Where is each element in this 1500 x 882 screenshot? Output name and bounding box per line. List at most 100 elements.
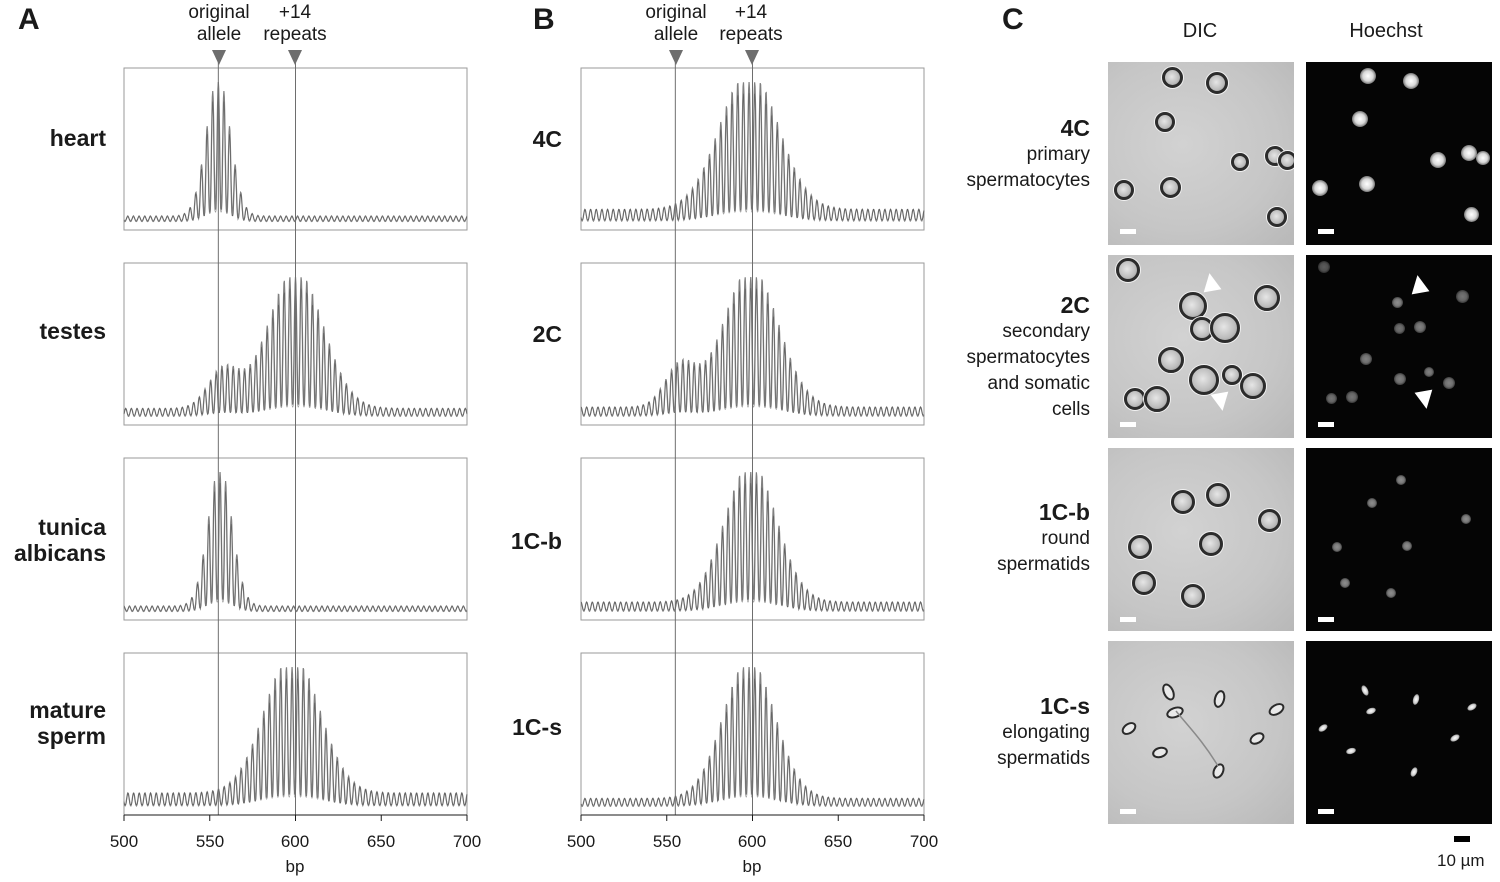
nucleus	[1386, 588, 1396, 598]
cell	[1258, 509, 1281, 532]
nucleus	[1352, 111, 1368, 127]
cell	[1206, 72, 1228, 94]
nucleus	[1396, 475, 1406, 485]
cell	[1155, 112, 1175, 132]
tick-label-b-2: 600	[737, 832, 767, 851]
spermatid-nucleus	[1359, 684, 1371, 697]
cell	[1189, 365, 1219, 395]
scale-bar	[1120, 809, 1136, 814]
nucleus	[1424, 367, 1434, 377]
nucleus	[1359, 176, 1375, 192]
arrowhead-marker	[1408, 273, 1430, 295]
nucleus	[1340, 578, 1350, 588]
panel-a-traces	[123, 62, 468, 821]
original-allele-label-b: original allele	[645, 2, 707, 45]
nucleus	[1332, 542, 1342, 552]
nucleus	[1346, 391, 1358, 403]
row-label-1c-b: 1C-b	[510, 528, 562, 554]
stage-desc-4c: primary spermatocytes	[966, 144, 1090, 191]
arrowhead-marker	[1200, 271, 1222, 293]
cell	[1199, 532, 1223, 556]
row-label-mature-sperm: mature sperm	[29, 697, 106, 749]
tick-label-b-3: 650	[823, 832, 853, 851]
spermatid-nucleus	[1345, 746, 1357, 756]
scale-bar-label: 10 µm	[1437, 851, 1485, 870]
nucleus	[1456, 290, 1469, 303]
nucleus	[1326, 393, 1337, 404]
stage-name-2c: 2C	[1060, 292, 1090, 318]
cell	[1240, 373, 1266, 399]
hoechst-image-1c-s	[1306, 641, 1492, 824]
panel-a-letter: A	[18, 3, 40, 36]
original-allele-label-a: original allele	[188, 2, 250, 45]
row-label-testes: testes	[39, 318, 106, 344]
tick-label-a-4: 700	[452, 832, 482, 851]
spermatid-nucleus	[1449, 732, 1461, 744]
tick-label-b-0: 500	[566, 832, 596, 851]
panel-c-letter: C	[1002, 3, 1024, 36]
dic-image-1c-s	[1108, 641, 1294, 824]
scale-bar	[1318, 617, 1334, 622]
scale-bar	[1318, 809, 1334, 814]
cell	[1171, 490, 1195, 514]
tick-label-b-1: 550	[652, 832, 682, 851]
row-label-4c: 4C	[532, 126, 562, 152]
row-label-heart: heart	[49, 125, 106, 151]
nucleus	[1461, 145, 1477, 161]
nucleus	[1360, 353, 1372, 365]
cell	[1206, 483, 1230, 507]
column-head-dic: DIC	[1182, 20, 1218, 42]
nucleus	[1360, 68, 1376, 84]
cell	[1231, 153, 1249, 171]
cell	[1132, 571, 1156, 595]
cell	[1116, 258, 1140, 282]
cell	[1210, 313, 1240, 343]
hoechst-image-1c-b	[1306, 448, 1492, 631]
tick-label-a-2: 600	[280, 832, 310, 851]
stage-label-1c-b: 1C-b round spermatids	[910, 498, 1090, 578]
cell	[1114, 180, 1134, 200]
cell	[1222, 365, 1242, 385]
axis-title-a: bp	[285, 857, 305, 876]
repeats-label-b: +14 repeats	[719, 2, 783, 45]
row-label-2c: 2C	[532, 321, 562, 347]
nucleus	[1476, 151, 1490, 165]
tick-label-a-3: 650	[366, 832, 396, 851]
scale-bar	[1120, 422, 1136, 427]
dic-image-2c	[1108, 255, 1294, 438]
cell	[1278, 151, 1294, 170]
nucleus	[1414, 321, 1426, 333]
hoechst-image-2c	[1306, 255, 1492, 438]
cell	[1158, 347, 1184, 373]
nucleus	[1367, 498, 1377, 508]
stage-name-4c: 4C	[1060, 115, 1090, 141]
scale-bar	[1318, 229, 1334, 234]
repeats-label-a: +14 repeats	[263, 2, 327, 45]
spermatid-nucleus	[1317, 722, 1329, 734]
nucleus	[1394, 323, 1405, 334]
scale-bar	[1120, 229, 1136, 234]
spermatid-nucleus	[1411, 693, 1421, 706]
tick-label-a-1: 550	[195, 832, 225, 851]
column-head-hoechst: Hoechst	[1349, 20, 1423, 42]
nucleus	[1430, 152, 1446, 168]
scale-bar	[1120, 617, 1136, 622]
stage-desc-1c-b: round spermatids	[997, 528, 1090, 575]
dic-image-4c	[1108, 62, 1294, 245]
spermatid-nucleus	[1365, 706, 1377, 716]
panel-b-letter: B	[533, 3, 555, 36]
axis-title-b: bp	[742, 857, 762, 876]
cell	[1181, 584, 1205, 608]
stage-name-1c-b: 1C-b	[1038, 499, 1090, 525]
cell	[1144, 386, 1170, 412]
dic-image-1c-b	[1108, 448, 1294, 631]
nucleus	[1392, 297, 1403, 308]
original-allele-marker-b	[669, 50, 683, 65]
nucleus	[1394, 373, 1406, 385]
stage-desc-2c: secondary spermatocytes and somatic cell…	[966, 321, 1090, 420]
nucleus	[1464, 207, 1479, 222]
row-label-1c-s: 1C-s	[512, 714, 562, 740]
panel-b-traces	[580, 62, 925, 821]
scale-bar-legend	[1454, 836, 1470, 842]
arrowhead-marker	[1414, 389, 1436, 411]
